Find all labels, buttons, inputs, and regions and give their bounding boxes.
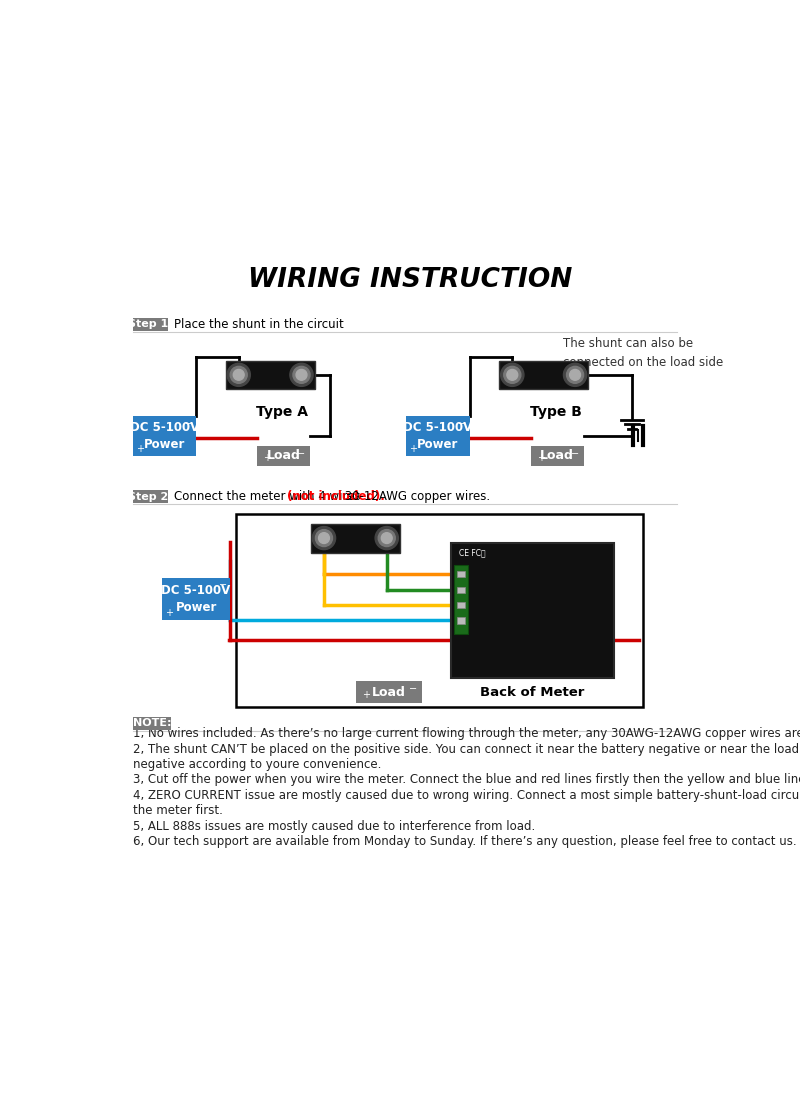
Circle shape [296, 369, 307, 380]
Bar [162, 578, 230, 620]
Bar [236, 514, 642, 708]
Bar [458, 586, 465, 593]
Text: Load: Load [372, 686, 406, 698]
Text: Place the shunt in the circuit: Place the shunt in the circuit [174, 318, 344, 331]
Text: +: + [410, 444, 418, 454]
Bar [454, 566, 468, 635]
Text: Type B: Type B [530, 404, 582, 419]
Text: −: − [571, 448, 579, 459]
Text: Load: Load [540, 449, 574, 463]
Circle shape [230, 366, 247, 384]
Circle shape [378, 529, 395, 547]
Text: 4, ZERO CURRENT issue are mostly caused due to wrong wiring. Connect a most simp: 4, ZERO CURRENT issue are mostly caused … [133, 789, 800, 802]
Circle shape [290, 363, 313, 387]
Bar [499, 361, 588, 389]
Text: −: − [298, 448, 306, 459]
Text: +: + [165, 608, 173, 618]
Bar [310, 524, 400, 552]
Bar [451, 544, 614, 678]
Bar [356, 682, 422, 703]
Text: +: + [537, 453, 545, 463]
Circle shape [382, 533, 392, 544]
Circle shape [563, 363, 586, 387]
Text: negative according to youre convenience.: negative according to youre convenience. [133, 758, 381, 770]
Text: −: − [219, 581, 227, 591]
Text: +: + [263, 453, 271, 463]
Circle shape [570, 369, 581, 380]
Text: Back of Meter: Back of Meter [480, 686, 585, 698]
Circle shape [234, 369, 244, 380]
Text: 3, Cut off the power when you wire the meter. Connect the blue and red lines fir: 3, Cut off the power when you wire the m… [133, 774, 800, 786]
Text: 1, No wires included. As there’s no large current flowing through the meter, any: 1, No wires included. As there’s no larg… [133, 727, 800, 740]
Circle shape [507, 369, 518, 380]
Bar [458, 602, 465, 608]
Text: (not included).: (not included). [286, 490, 385, 503]
Bar [458, 571, 465, 578]
Text: −: − [185, 419, 193, 429]
Text: The shunt can also be
connected on the load side: The shunt can also be connected on the l… [563, 338, 724, 369]
Text: Load: Load [266, 449, 301, 463]
Circle shape [315, 529, 333, 547]
Text: −: − [409, 684, 417, 695]
Text: the meter first.: the meter first. [133, 804, 222, 818]
Circle shape [504, 366, 521, 384]
Text: DC 5-100V
Power: DC 5-100V Power [130, 422, 199, 452]
Bar [133, 416, 196, 456]
Text: 6, Our tech support are available from Monday to Sunday. If there’s any question: 6, Our tech support are available from M… [133, 835, 796, 848]
Bar [133, 318, 168, 331]
Circle shape [501, 363, 524, 387]
Circle shape [227, 363, 250, 387]
Text: Step 2:: Step 2: [128, 492, 173, 502]
Text: −: − [458, 419, 466, 429]
Circle shape [312, 526, 336, 549]
Text: 2, The shunt CAN’T be placed on the positive side. You can connect it near the b: 2, The shunt CAN’T be placed on the posi… [133, 743, 798, 755]
Text: NOTE:: NOTE: [133, 718, 171, 728]
Circle shape [375, 526, 398, 549]
Bar [133, 490, 168, 503]
Text: WIRING INSTRUCTION: WIRING INSTRUCTION [248, 267, 572, 293]
Text: 30-12AWG copper wires.: 30-12AWG copper wires. [341, 490, 490, 503]
Text: +: + [362, 689, 370, 699]
Bar [133, 717, 171, 730]
Bar [258, 446, 310, 466]
Circle shape [293, 366, 310, 384]
Text: +: + [136, 444, 144, 454]
Text: Step 1:: Step 1: [128, 319, 173, 330]
Text: 5, ALL 888s issues are mostly caused due to interference from load.: 5, ALL 888s issues are mostly caused due… [133, 820, 534, 833]
Bar [226, 361, 314, 389]
Text: CE FC⓺: CE FC⓺ [459, 548, 486, 557]
Bar [531, 446, 584, 466]
Text: Connect the meter with 4 wires: Connect the meter with 4 wires [174, 490, 365, 503]
Circle shape [566, 366, 584, 384]
Bar [406, 416, 470, 456]
Circle shape [318, 533, 330, 544]
Text: DC 5-100V
Power: DC 5-100V Power [162, 584, 230, 614]
Text: Type A: Type A [256, 404, 308, 419]
Text: DC 5-100V
Power: DC 5-100V Power [403, 422, 473, 452]
Bar [458, 617, 465, 624]
